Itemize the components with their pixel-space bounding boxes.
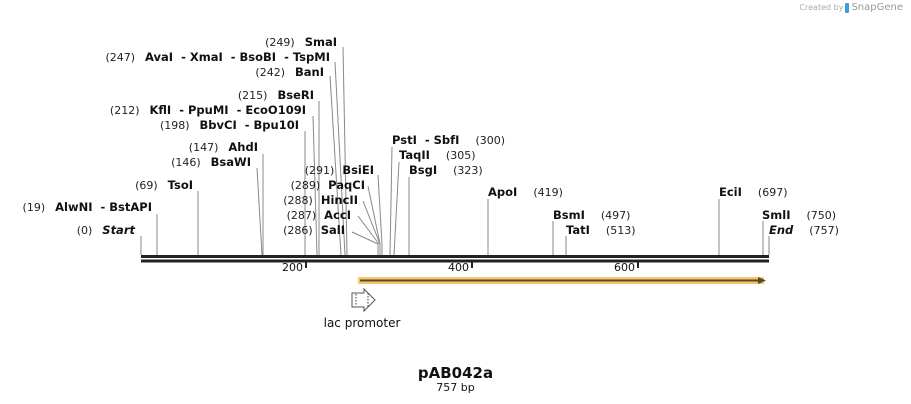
site-bani[interactable]: (242) BanI bbox=[255, 65, 324, 79]
dna-backbone bbox=[141, 255, 769, 263]
tick-label-600: 600 bbox=[614, 261, 635, 274]
site-kfli-ppumi-ecoo109i[interactable]: (212) KflI - PpuMI - EcoO109I bbox=[110, 103, 306, 117]
site-paqci[interactable]: (289) PaqCI bbox=[291, 178, 365, 192]
site-avai-xmai-bsobi-tspmi[interactable]: (247) AvaI - XmaI - BsoBI - TspMI bbox=[105, 50, 330, 64]
site-hincii[interactable]: (288) HincII bbox=[283, 193, 358, 207]
lac-promoter-feature[interactable] bbox=[351, 287, 376, 313]
snapgene-credit: Created by SnapGene bbox=[799, 2, 903, 13]
orf-feature[interactable] bbox=[358, 277, 766, 284]
site-psti-sbfi[interactable]: PstI - SbfI (300) bbox=[392, 133, 505, 147]
site-end[interactable]: End (757) bbox=[769, 223, 839, 237]
site-ecii[interactable]: EciI (697) bbox=[719, 185, 788, 199]
site-bsawi[interactable]: (146) BsaWI bbox=[171, 155, 251, 169]
site-start[interactable]: (0) Start bbox=[77, 223, 136, 237]
leader-lines bbox=[140, 46, 770, 256]
site-bsgi[interactable]: BsgI (323) bbox=[409, 163, 483, 177]
site-bsmi[interactable]: BsmI (497) bbox=[553, 208, 630, 222]
site-sali[interactable]: (286) SalI bbox=[283, 223, 345, 237]
site-acci[interactable]: (287) AccI bbox=[287, 208, 351, 222]
credit-prefix: Created by bbox=[799, 3, 844, 12]
site-alwni-bstapi[interactable]: (19) AlwNI - BstAPI bbox=[23, 200, 152, 214]
lac-promoter-label: lac promoter bbox=[324, 316, 401, 330]
tick-label-200: 200 bbox=[282, 261, 303, 274]
site-apoi[interactable]: ApoI (419) bbox=[488, 185, 563, 199]
site-ahdi[interactable]: (147) AhdI bbox=[189, 140, 258, 154]
plasmid-length: 757 bp bbox=[436, 381, 475, 394]
site-smli[interactable]: SmlI (750) bbox=[762, 208, 836, 222]
site-bseri[interactable]: (215) BseRI bbox=[238, 88, 314, 102]
tick-label-400: 400 bbox=[448, 261, 469, 274]
site-taqii[interactable]: TaqII (305) bbox=[399, 148, 476, 162]
snapgene-logo-icon bbox=[845, 2, 850, 13]
site-labels: (0) Start (19) AlwNI - BstAPI (69) TsoI (14… bbox=[23, 35, 839, 237]
site-tati[interactable]: TatI (513) bbox=[566, 223, 636, 237]
site-bsiei[interactable]: (291) BsiEI bbox=[305, 163, 374, 177]
axis-ticks: 200 400 600 bbox=[282, 261, 639, 274]
site-smai[interactable]: (249) SmaI bbox=[265, 35, 337, 49]
credit-brand: SnapGene bbox=[851, 2, 903, 13]
plasmid-name: pAB042a bbox=[417, 364, 494, 382]
site-tsoi[interactable]: (69) TsoI bbox=[135, 178, 193, 192]
site-bbvci-bpu10i[interactable]: (198) BbvCI - Bpu10I bbox=[160, 118, 299, 132]
